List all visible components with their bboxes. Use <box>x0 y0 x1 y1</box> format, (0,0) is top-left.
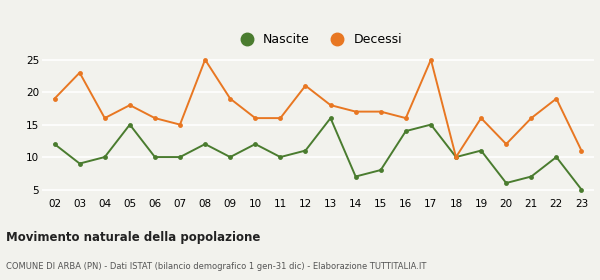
Nascite <box>76 162 83 165</box>
Decessi <box>352 110 359 113</box>
Nascite <box>176 155 184 159</box>
Nascite <box>553 155 560 159</box>
Nascite <box>377 168 385 172</box>
Decessi <box>202 58 209 61</box>
Decessi <box>176 123 184 126</box>
Decessi <box>101 116 109 120</box>
Decessi <box>227 97 234 100</box>
Nascite <box>51 143 58 146</box>
Nascite <box>478 149 485 152</box>
Nascite <box>202 143 209 146</box>
Decessi <box>452 155 460 159</box>
Text: COMUNE DI ARBA (PN) - Dati ISTAT (bilancio demografico 1 gen-31 dic) - Elaborazi: COMUNE DI ARBA (PN) - Dati ISTAT (bilanc… <box>6 262 427 271</box>
Nascite <box>101 155 109 159</box>
Nascite <box>302 149 309 152</box>
Decessi <box>527 116 535 120</box>
Nascite <box>126 123 133 126</box>
Decessi <box>377 110 385 113</box>
Nascite <box>151 155 158 159</box>
Line: Nascite: Nascite <box>52 116 584 192</box>
Nascite <box>352 175 359 178</box>
Nascite <box>227 155 234 159</box>
Decessi <box>402 116 409 120</box>
Decessi <box>126 103 133 107</box>
Nascite <box>503 181 510 185</box>
Decessi <box>478 116 485 120</box>
Nascite <box>578 188 585 191</box>
Decessi <box>251 116 259 120</box>
Decessi <box>553 97 560 100</box>
Nascite <box>427 123 434 126</box>
Nascite <box>402 129 409 133</box>
Decessi <box>327 103 334 107</box>
Nascite <box>327 116 334 120</box>
Nascite <box>251 143 259 146</box>
Legend: Nascite, Decessi: Nascite, Decessi <box>229 28 407 51</box>
Nascite <box>527 175 535 178</box>
Decessi <box>277 116 284 120</box>
Text: Movimento naturale della popolazione: Movimento naturale della popolazione <box>6 231 260 244</box>
Decessi <box>578 149 585 152</box>
Line: Decessi: Decessi <box>52 57 584 160</box>
Decessi <box>503 143 510 146</box>
Decessi <box>151 116 158 120</box>
Decessi <box>302 84 309 87</box>
Nascite <box>277 155 284 159</box>
Decessi <box>51 97 58 100</box>
Decessi <box>427 58 434 61</box>
Nascite <box>452 155 460 159</box>
Decessi <box>76 71 83 74</box>
